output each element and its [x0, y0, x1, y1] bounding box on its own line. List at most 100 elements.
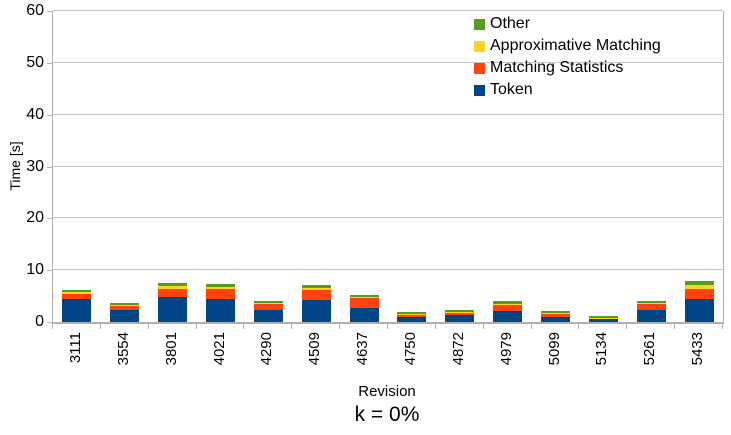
x-category-label: 4509 [306, 332, 324, 366]
gridline [53, 113, 723, 115]
x-tick-mark [148, 324, 149, 329]
bar-segment [253, 300, 283, 303]
y-tick-label: 30 [26, 157, 44, 175]
bar-segment [541, 313, 570, 317]
legend-label: Approximative Matching [490, 37, 661, 54]
legend-row: Matching Statistics [474, 57, 661, 79]
legend-label: Matching Statistics [490, 59, 624, 76]
bar-segment [684, 289, 714, 300]
x-tick-mark [52, 324, 53, 329]
bar-segment [110, 305, 140, 311]
bar-segment [397, 316, 427, 322]
legend-label: Other [490, 15, 531, 32]
x-category-label: 5134 [593, 332, 611, 366]
x-tick-mark [531, 324, 532, 329]
y-tick-mark [47, 322, 53, 323]
x-category-label: 5261 [641, 332, 659, 366]
x-tick-mark [291, 324, 292, 329]
x-tick-mark [674, 324, 675, 329]
bar-segment [493, 311, 523, 322]
bar-segment [62, 294, 92, 300]
bar-segment [253, 303, 283, 311]
x-category-label: 4637 [354, 332, 372, 366]
legend-swatch-icon [474, 18, 485, 30]
bar-segment [445, 312, 475, 316]
bar-segment [588, 318, 618, 320]
bar-segment [206, 289, 235, 299]
bar-segment [397, 311, 427, 315]
bar-segment [158, 286, 188, 289]
bar-segment [253, 302, 283, 304]
legend-row: Approximative Matching [474, 35, 661, 57]
x-category-label: 4872 [449, 332, 467, 366]
legend-row: Other [474, 13, 661, 35]
bar-segment [62, 290, 92, 293]
x-category-label: 3554 [114, 332, 132, 366]
bar-segment [301, 299, 331, 322]
bar-segment [206, 298, 235, 322]
gridline [53, 165, 723, 167]
bar-segment [206, 287, 235, 290]
bar-segment [206, 283, 235, 288]
x-category-label: 5099 [545, 332, 563, 366]
bar-segment [301, 288, 331, 290]
gridline [53, 61, 723, 63]
legend-swatch-icon [474, 62, 485, 74]
bar-segment [110, 304, 140, 306]
bar-segment [636, 300, 666, 304]
x-tick-mark [339, 324, 340, 329]
bar-segment [349, 298, 379, 308]
y-tick-mark [47, 11, 53, 12]
y-tick-label: 60 [26, 2, 44, 19]
gridline [53, 10, 723, 11]
bar-segment [493, 300, 523, 304]
x-category-label: 5433 [689, 332, 707, 366]
y-tick-mark [47, 218, 53, 220]
x-category-label: 4021 [210, 332, 228, 366]
bar-segment [349, 297, 379, 299]
x-tick-mark [435, 324, 436, 329]
x-tick-mark [243, 324, 244, 329]
bar-segment [636, 303, 666, 305]
x-category-label: 3111 [66, 332, 84, 364]
x-axis-title: Revision [358, 383, 416, 400]
x-category-label: 4750 [401, 332, 419, 366]
bar-segment [636, 304, 666, 310]
y-tick-label: 50 [26, 53, 44, 71]
gridline [53, 269, 723, 271]
y-tick-mark [47, 114, 53, 116]
y-tick-mark [47, 62, 53, 64]
bar-segment [301, 285, 331, 289]
legend-label: Token [490, 81, 533, 98]
bar-segment [62, 299, 92, 322]
x-tick-mark [626, 324, 627, 329]
bar-segment [349, 294, 379, 298]
y-tick-label: 20 [26, 209, 44, 227]
bar-segment [110, 302, 140, 305]
x-category-label: 4290 [258, 332, 276, 366]
bar-segment [301, 289, 331, 300]
bar-segment [588, 317, 618, 319]
bar-segment [397, 314, 427, 315]
legend-swatch-icon [474, 84, 485, 96]
bar-segment [684, 299, 714, 322]
y-tick-mark [47, 166, 53, 168]
chart-title: k = 0% [354, 403, 420, 426]
bar-segment [588, 319, 618, 322]
bar-segment [253, 310, 283, 322]
bar-segment [588, 316, 618, 318]
bar-segment [445, 309, 475, 313]
x-category-label: 3801 [162, 332, 180, 366]
x-tick-mark [578, 324, 579, 329]
bar-segment [493, 303, 523, 305]
x-category-label: 4979 [497, 332, 515, 366]
y-tick-mark [47, 270, 53, 272]
legend-row: Token [474, 79, 661, 101]
bar-segment [541, 313, 570, 314]
x-tick-mark [722, 324, 723, 329]
bar-segment [493, 304, 523, 312]
bar-segment [684, 284, 714, 290]
y-tick-label: 10 [26, 261, 44, 279]
bar-segment [636, 309, 666, 322]
